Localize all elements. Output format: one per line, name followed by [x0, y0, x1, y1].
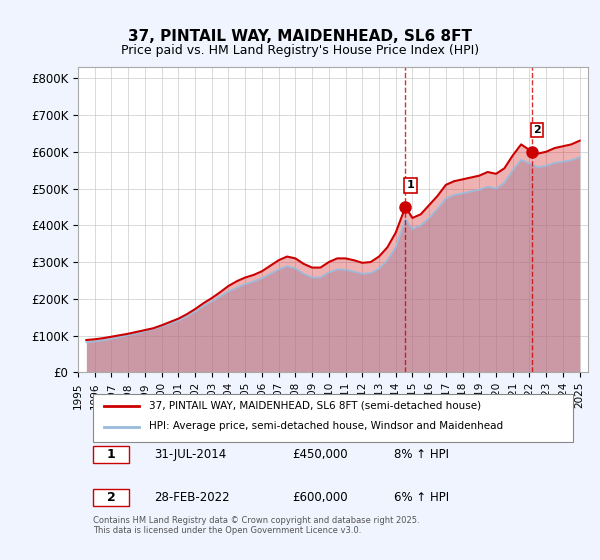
Text: 37, PINTAIL WAY, MAIDENHEAD, SL6 8FT (semi-detached house): 37, PINTAIL WAY, MAIDENHEAD, SL6 8FT (se… [149, 400, 482, 410]
Text: Price paid vs. HM Land Registry's House Price Index (HPI): Price paid vs. HM Land Registry's House … [121, 44, 479, 57]
Text: 28-FEB-2022: 28-FEB-2022 [155, 491, 230, 504]
Text: HPI: Average price, semi-detached house, Windsor and Maidenhead: HPI: Average price, semi-detached house,… [149, 421, 503, 431]
Text: 37, PINTAIL WAY, MAIDENHEAD, SL6 8FT: 37, PINTAIL WAY, MAIDENHEAD, SL6 8FT [128, 29, 472, 44]
FancyBboxPatch shape [94, 446, 129, 463]
Text: 1: 1 [107, 448, 116, 461]
Text: 1: 1 [407, 180, 414, 190]
Text: Contains HM Land Registry data © Crown copyright and database right 2025.
This d: Contains HM Land Registry data © Crown c… [94, 516, 420, 535]
Text: 31-JUL-2014: 31-JUL-2014 [155, 448, 227, 461]
FancyBboxPatch shape [94, 394, 573, 442]
Text: 6% ↑ HPI: 6% ↑ HPI [394, 491, 449, 504]
FancyBboxPatch shape [94, 489, 129, 506]
Text: £600,000: £600,000 [292, 491, 348, 504]
Text: 2: 2 [107, 491, 116, 504]
Text: £450,000: £450,000 [292, 448, 348, 461]
Text: 8% ↑ HPI: 8% ↑ HPI [394, 448, 449, 461]
Text: 2: 2 [533, 125, 541, 135]
